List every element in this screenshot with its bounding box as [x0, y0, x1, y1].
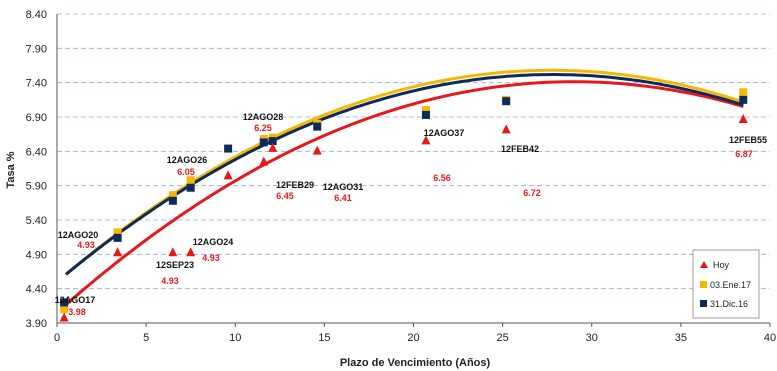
point-hoy [186, 247, 196, 257]
value-label: 6.87 [735, 149, 753, 159]
x-tick-label: 15 [318, 332, 330, 344]
trend-line-0 [64, 80, 744, 306]
point-square [113, 233, 122, 242]
bond-label: 12AGO26 [167, 155, 208, 165]
x-tick-label: 0 [54, 332, 60, 344]
point-hoy [738, 114, 748, 124]
value-label: 6.05 [177, 167, 195, 177]
bond-label: 12AGO17 [55, 295, 96, 305]
bond-label: 12AGO31 [323, 182, 364, 192]
x-tick-label: 5 [143, 332, 149, 344]
y-tick-label: 3.90 [26, 318, 47, 330]
value-label: 6.72 [523, 188, 541, 198]
y-tick-label: 4.90 [26, 249, 47, 261]
bond-label: 12AGO37 [424, 128, 465, 138]
point-hoy [312, 145, 322, 155]
bond-label: 12AGO24 [193, 237, 234, 247]
bond-label: 12SEP23 [156, 260, 194, 270]
x-tick-label: 20 [407, 332, 419, 344]
grid-lines [57, 13, 770, 290]
x-tick-label: 40 [764, 332, 776, 344]
y-tick-label: 7.90 [26, 43, 47, 55]
y-tick-label: 7.40 [26, 78, 47, 90]
legend-marker-hoy [700, 261, 708, 268]
y-tick-label: 6.90 [26, 112, 47, 124]
y-tick-label: 4.40 [26, 284, 47, 296]
point-square [224, 144, 233, 153]
point-hoy [421, 135, 431, 145]
point-square [186, 176, 195, 185]
value-label: 6.41 [334, 193, 352, 203]
point-square [739, 95, 748, 104]
legend-label-dic16: 31.Dic.16 [710, 299, 748, 309]
point-square [113, 228, 122, 237]
point-hoy [113, 247, 123, 257]
x-axis-title: Plazo de Vencimiento (Años) [340, 357, 491, 369]
point-square [502, 97, 511, 106]
y-tick-label: 8.40 [26, 9, 47, 21]
point-square [168, 191, 177, 200]
legend: Hoy 03.Ene.17 31.Dic.16 [692, 249, 760, 319]
point-square [421, 106, 430, 115]
legend-marker-dic16 [700, 300, 707, 307]
trend-line-2 [64, 73, 744, 276]
y-tick-labels: 3.90 4.40 4.90 5.40 5.90 6.40 6.90 7.40 7.90 8.40 [26, 9, 47, 330]
value-label: 4.93 [161, 276, 179, 286]
x-tick-label: 10 [229, 332, 241, 344]
x-tick-label: 30 [586, 332, 598, 344]
legend-label-hoy: Hoy [713, 260, 730, 270]
x-tick-label: 25 [497, 332, 509, 344]
point-hoy [59, 312, 69, 322]
point-hoy [168, 247, 178, 257]
point-square [186, 183, 195, 192]
value-label: 6.56 [433, 173, 451, 183]
value-label: 4.93 [202, 253, 220, 263]
y-tick-label: 5.90 [26, 181, 47, 193]
value-label: 4.93 [77, 240, 95, 250]
bond-label: 12AGO28 [243, 112, 284, 122]
point-square [60, 305, 69, 314]
point-square [739, 88, 748, 97]
bond-label: 12AGO20 [58, 230, 99, 240]
data-points [59, 88, 748, 322]
legend-marker-ene17 [700, 281, 707, 288]
y-axis-title: Tasa % [5, 151, 17, 188]
bond-label: 12FEB42 [501, 144, 539, 154]
y-tick-label: 6.40 [26, 146, 47, 158]
point-square [168, 196, 177, 205]
bond-label: 12FEB55 [729, 135, 767, 145]
value-label: 6.45 [276, 191, 294, 201]
point-square [259, 138, 268, 147]
x-tick-labels: 0 5 10 15 20 25 30 35 40 [54, 323, 776, 344]
value-label: 3.98 [68, 307, 86, 317]
point-hoy [259, 156, 269, 166]
bond-label: 12FEB29 [276, 180, 314, 190]
point-square [421, 110, 430, 119]
x-tick-label: 35 [675, 332, 687, 344]
point-square [268, 137, 277, 146]
y-tick-label: 5.40 [26, 215, 47, 227]
value-label: 6.25 [254, 123, 272, 133]
point-hoy [223, 170, 233, 180]
point-hoy [268, 142, 278, 152]
point-square [60, 298, 69, 307]
trend-line-1 [64, 68, 744, 276]
trend-lines [64, 68, 744, 306]
point-hoy [501, 124, 511, 134]
legend-label-ene17: 03.Ene.17 [710, 280, 751, 290]
point-labels: 12AGO17 12AGO20 12SEP23 12AGO24 12AGO26 12AGO… [55, 112, 767, 317]
point-square [313, 122, 322, 131]
